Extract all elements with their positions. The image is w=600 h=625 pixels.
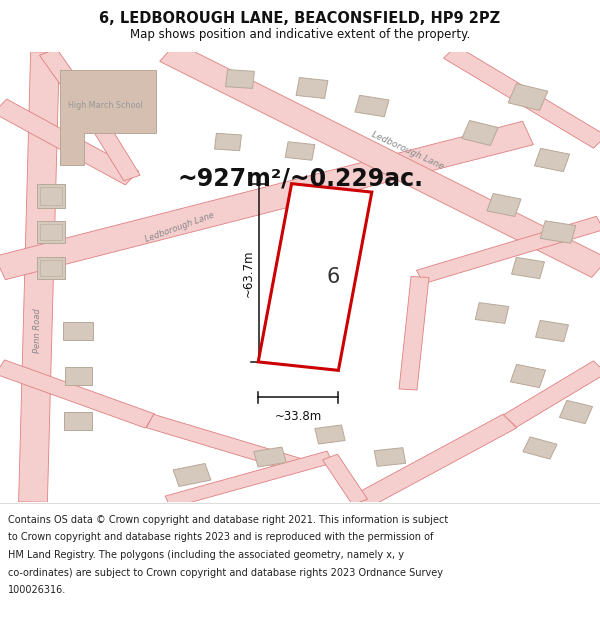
Polygon shape xyxy=(0,121,533,280)
Bar xyxy=(40,224,62,240)
Text: Penn Road: Penn Road xyxy=(33,309,42,353)
Polygon shape xyxy=(322,454,368,505)
Bar xyxy=(226,69,254,88)
Bar xyxy=(285,142,315,160)
Text: Contains OS data © Crown copyright and database right 2021. This information is : Contains OS data © Crown copyright and d… xyxy=(8,515,448,525)
Polygon shape xyxy=(160,42,600,278)
Text: Ledborough Lane: Ledborough Lane xyxy=(370,130,446,172)
Bar xyxy=(540,221,576,243)
Polygon shape xyxy=(443,46,600,148)
Polygon shape xyxy=(40,49,104,123)
Text: Map shows position and indicative extent of the property.: Map shows position and indicative extent… xyxy=(130,28,470,41)
Text: 100026316.: 100026316. xyxy=(8,585,66,595)
Bar xyxy=(374,448,406,466)
Bar xyxy=(511,364,545,388)
Bar xyxy=(462,121,498,146)
Bar xyxy=(37,221,65,243)
Text: High March School: High March School xyxy=(68,101,142,111)
Polygon shape xyxy=(146,414,304,472)
Bar xyxy=(508,84,548,111)
Bar xyxy=(40,187,62,205)
Polygon shape xyxy=(399,276,429,390)
Bar xyxy=(559,400,593,424)
Polygon shape xyxy=(19,52,59,503)
Text: ~33.8m: ~33.8m xyxy=(275,410,322,423)
Polygon shape xyxy=(353,414,517,509)
Text: HM Land Registry. The polygons (including the associated geometry, namely x, y: HM Land Registry. The polygons (includin… xyxy=(8,550,404,560)
Bar xyxy=(254,447,286,467)
Bar xyxy=(64,412,92,430)
Bar xyxy=(37,184,65,208)
Polygon shape xyxy=(503,361,600,427)
Text: ~63.7m: ~63.7m xyxy=(241,249,254,296)
Bar xyxy=(37,257,65,279)
Polygon shape xyxy=(258,184,372,371)
Bar xyxy=(315,425,345,444)
Polygon shape xyxy=(88,117,140,181)
Bar xyxy=(523,437,557,459)
Text: to Crown copyright and database rights 2023 and is reproduced with the permissio: to Crown copyright and database rights 2… xyxy=(8,532,433,542)
Bar xyxy=(535,148,569,172)
Bar xyxy=(296,78,328,98)
Bar xyxy=(63,322,93,340)
Text: ~927m²/~0.229ac.: ~927m²/~0.229ac. xyxy=(177,166,423,190)
Bar xyxy=(215,133,241,151)
Text: Ledborough Lane: Ledborough Lane xyxy=(144,211,216,244)
Bar xyxy=(173,464,211,486)
Bar xyxy=(355,95,389,117)
Text: 6: 6 xyxy=(326,267,340,287)
Bar xyxy=(512,258,544,279)
Text: 6, LEDBOROUGH LANE, BEACONSFIELD, HP9 2PZ: 6, LEDBOROUGH LANE, BEACONSFIELD, HP9 2P… xyxy=(100,11,500,26)
Bar xyxy=(65,368,92,384)
Polygon shape xyxy=(0,360,155,428)
Bar xyxy=(475,302,509,323)
Polygon shape xyxy=(60,70,156,164)
Polygon shape xyxy=(165,451,333,508)
Polygon shape xyxy=(0,99,139,185)
Bar xyxy=(536,321,568,342)
Bar xyxy=(487,194,521,216)
Text: co-ordinates) are subject to Crown copyright and database rights 2023 Ordnance S: co-ordinates) are subject to Crown copyr… xyxy=(8,568,443,578)
Bar xyxy=(40,259,62,276)
Polygon shape xyxy=(416,216,600,284)
